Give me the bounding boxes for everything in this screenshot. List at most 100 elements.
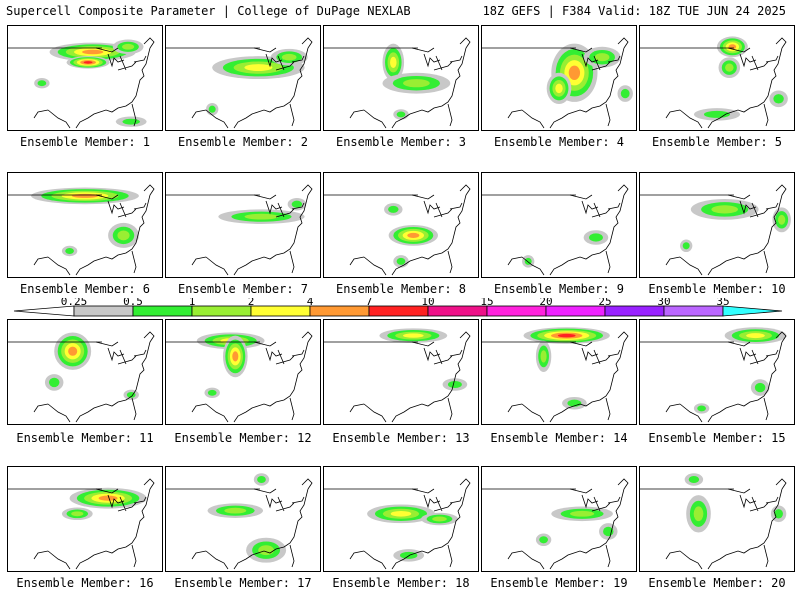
boundary-lines [166,37,313,129]
us-map [482,37,633,129]
parameter-field [522,230,609,268]
mexico-border-line [349,403,387,423]
us-map [482,478,629,570]
ensemble-map-panel [481,466,637,572]
great-lakes-outline [569,478,629,512]
mexico-border-line [665,403,703,423]
mexico-border-line [33,403,71,423]
great-lakes-outline [411,37,471,71]
boundary-lines [640,184,787,276]
east-coast-outline [233,194,309,276]
boundary-lines [482,478,629,570]
colorbar-segment [309,305,370,317]
contour-region [122,43,135,50]
east-coast-outline [549,341,625,423]
color-scale-bar: 0.25 0.5 1 2 4 7 10 15 20 25 30 35 [13,298,783,317]
contour-region [711,205,739,214]
ensemble-member-label: Ensemble Member: 6 [19,282,151,296]
us-map [640,473,787,570]
mexico-border-line [507,403,545,423]
boundary-lines [166,184,313,276]
ensemble-map-panel [165,319,321,425]
contour-region [697,405,706,412]
contour-region [778,214,786,225]
ensemble-map-panel [165,25,321,131]
contour-region [703,110,731,118]
us-map [640,184,791,276]
valid-time-label: 18Z GEFS | F384 Valid: 18Z TUE JUN 24 20… [482,4,786,18]
contour-region [773,94,784,104]
great-lakes-outline [411,331,471,365]
mexico-border-line [33,550,71,570]
us-map [8,37,155,129]
ensemble-map-panel [481,25,637,131]
ensemble-map-panel [481,172,637,278]
contour-region [539,536,548,544]
ensemble-map-panel [323,172,479,278]
mexico-border-line [33,256,71,276]
east-coast-outline [233,488,309,570]
boundary-lines [640,331,787,423]
great-lakes-outline [727,37,787,71]
us-map [8,331,155,423]
ensemble-member-label: Ensemble Member: 9 [493,282,625,296]
contour-region [447,380,462,389]
parameter-field [61,487,147,521]
contour-region [68,346,78,356]
ensemble-member-label: Ensemble Member: 1 [19,135,151,149]
great-lakes-outline [411,184,471,218]
east-coast-outline [549,47,625,129]
colorbar-segment [663,305,724,317]
us-map [324,328,471,423]
colorbar-tick-label: 20 [539,298,552,308]
great-lakes-outline [727,478,787,512]
ensemble-member-label: Ensemble Member: 12 [174,431,312,445]
east-coast-outline [707,47,783,129]
ensemble-member-label: Ensemble Member: 2 [177,135,309,149]
boundary-lines [8,184,155,276]
us-map [166,184,313,276]
contour-region [396,257,406,265]
ensemble-member-label: Ensemble Member: 14 [490,431,628,445]
mexico-border-line [191,109,229,129]
parameter-field [44,332,139,401]
colorbar-tick-label: 35 [716,298,729,308]
contour-region [746,333,765,339]
contour-region [117,230,130,241]
colorbar-tick-label: 30 [657,298,670,308]
contour-region [224,507,247,514]
ensemble-member-label: Ensemble Member: 19 [490,576,628,590]
parameter-field [367,504,458,562]
boundary-lines [482,184,629,276]
contour-region [569,510,595,517]
east-coast-outline [549,194,625,276]
contour-region [257,475,266,484]
colorbar-tick-label: 0.25 [61,298,88,308]
ensemble-member-label: Ensemble Member: 4 [493,135,625,149]
mexico-border-line [349,109,387,129]
east-coast-outline [75,488,151,570]
ensemble-member-label: Ensemble Member: 16 [16,576,154,590]
parameter-field [535,506,618,547]
boundary-lines [8,37,155,129]
colorbar-tick-label: 15 [480,298,493,308]
contour-region [594,53,610,62]
contour-region [388,205,399,213]
great-lakes-outline [253,37,313,71]
ensemble-map-panel [7,25,163,131]
us-map [324,37,471,129]
us-map [166,37,313,129]
ensemble-map-panel [323,319,479,425]
great-lakes-outline [95,331,155,365]
contour-region [754,382,766,393]
contour-region [244,213,279,220]
colorbar-tick-label: 25 [598,298,611,308]
boundary-lines [8,331,155,423]
boundary-lines [482,37,629,129]
contour-region [555,83,563,94]
ensemble-map-panel [165,172,321,278]
contour-region [37,80,47,87]
contour-region [98,495,118,501]
great-lakes-outline [411,478,471,512]
colorbar-segment [250,305,311,317]
